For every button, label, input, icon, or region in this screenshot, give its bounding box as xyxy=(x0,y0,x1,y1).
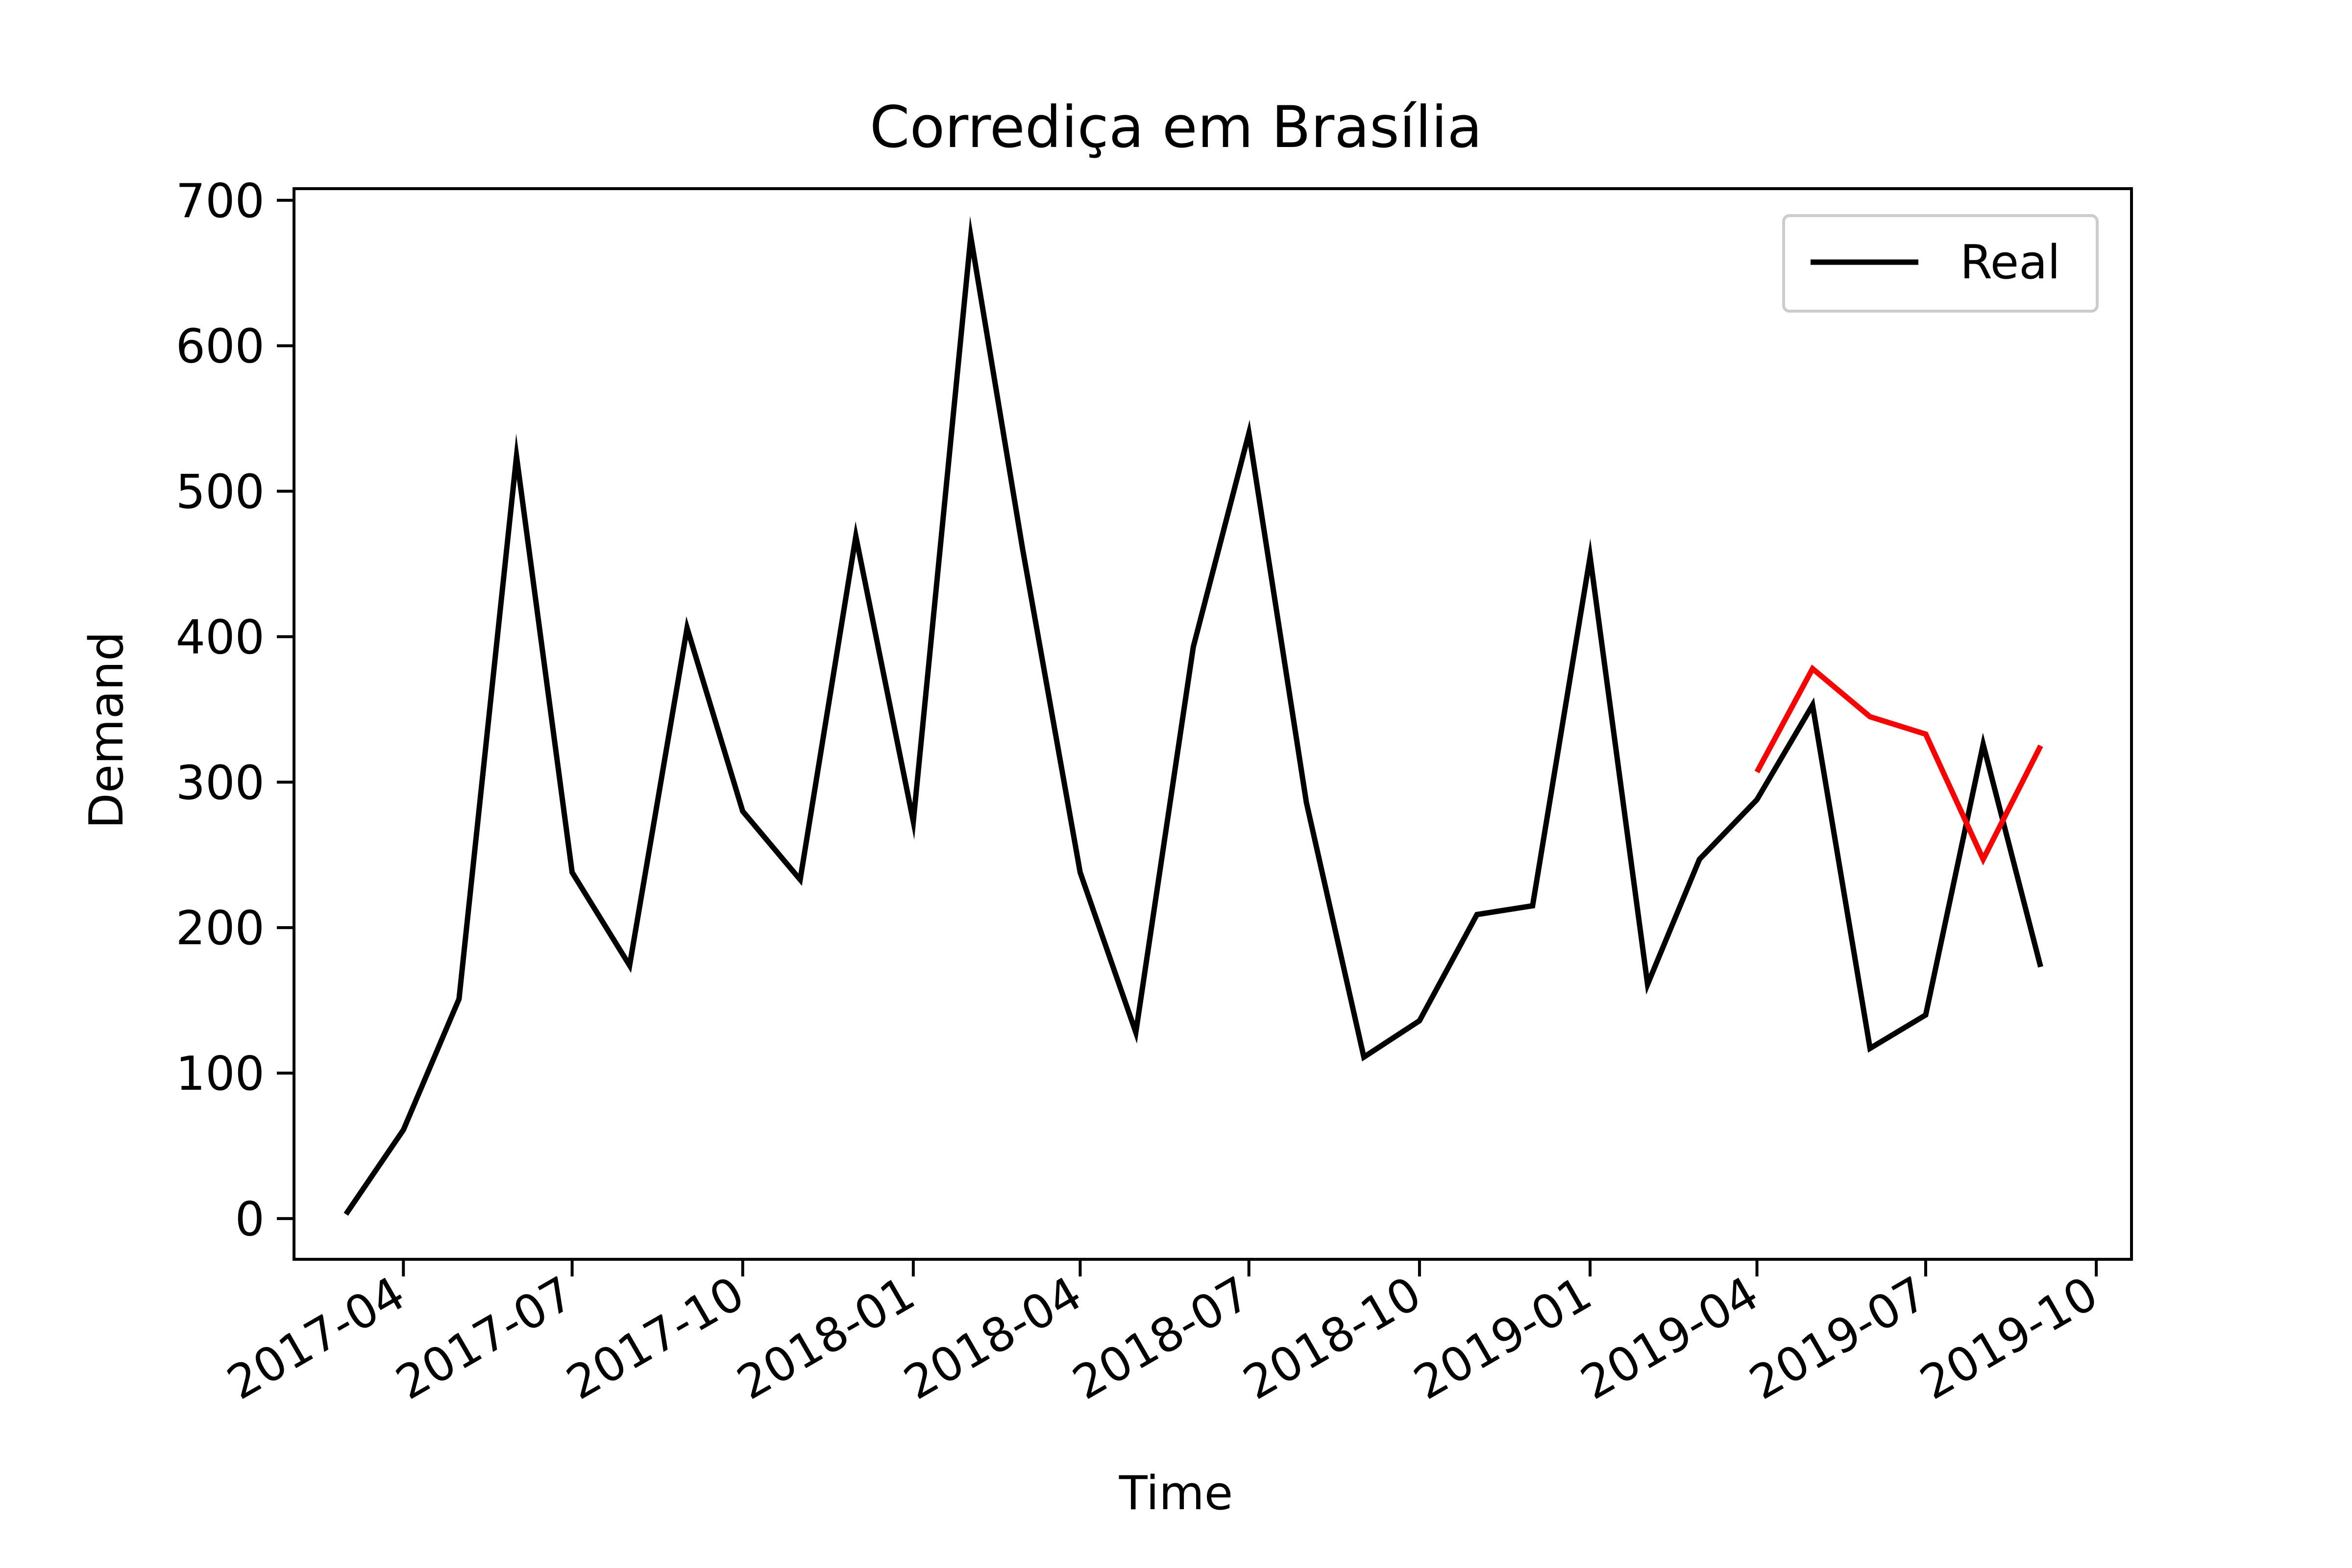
x-axis-label: Time xyxy=(1119,1467,1233,1520)
y-tick-label: 600 xyxy=(176,320,265,374)
y-tick-label: 200 xyxy=(176,902,265,956)
axes-frame xyxy=(293,187,2133,1261)
legend: Real xyxy=(1782,214,2099,313)
y-tick-label: 100 xyxy=(176,1047,265,1101)
y-tick-label: 700 xyxy=(176,174,265,228)
legend-box xyxy=(1782,214,2099,313)
series-line-red xyxy=(1754,664,2043,866)
y-tick-label: 0 xyxy=(235,1193,265,1247)
y-tick-label: 400 xyxy=(176,611,265,664)
y-tick-label: 500 xyxy=(176,466,265,519)
chart-title: Corrediça em Brasília xyxy=(870,94,1482,161)
y-axis-label: Demand xyxy=(80,632,134,829)
legend-label-real: Real xyxy=(1960,236,2060,290)
y-tick-label: 300 xyxy=(176,756,265,810)
